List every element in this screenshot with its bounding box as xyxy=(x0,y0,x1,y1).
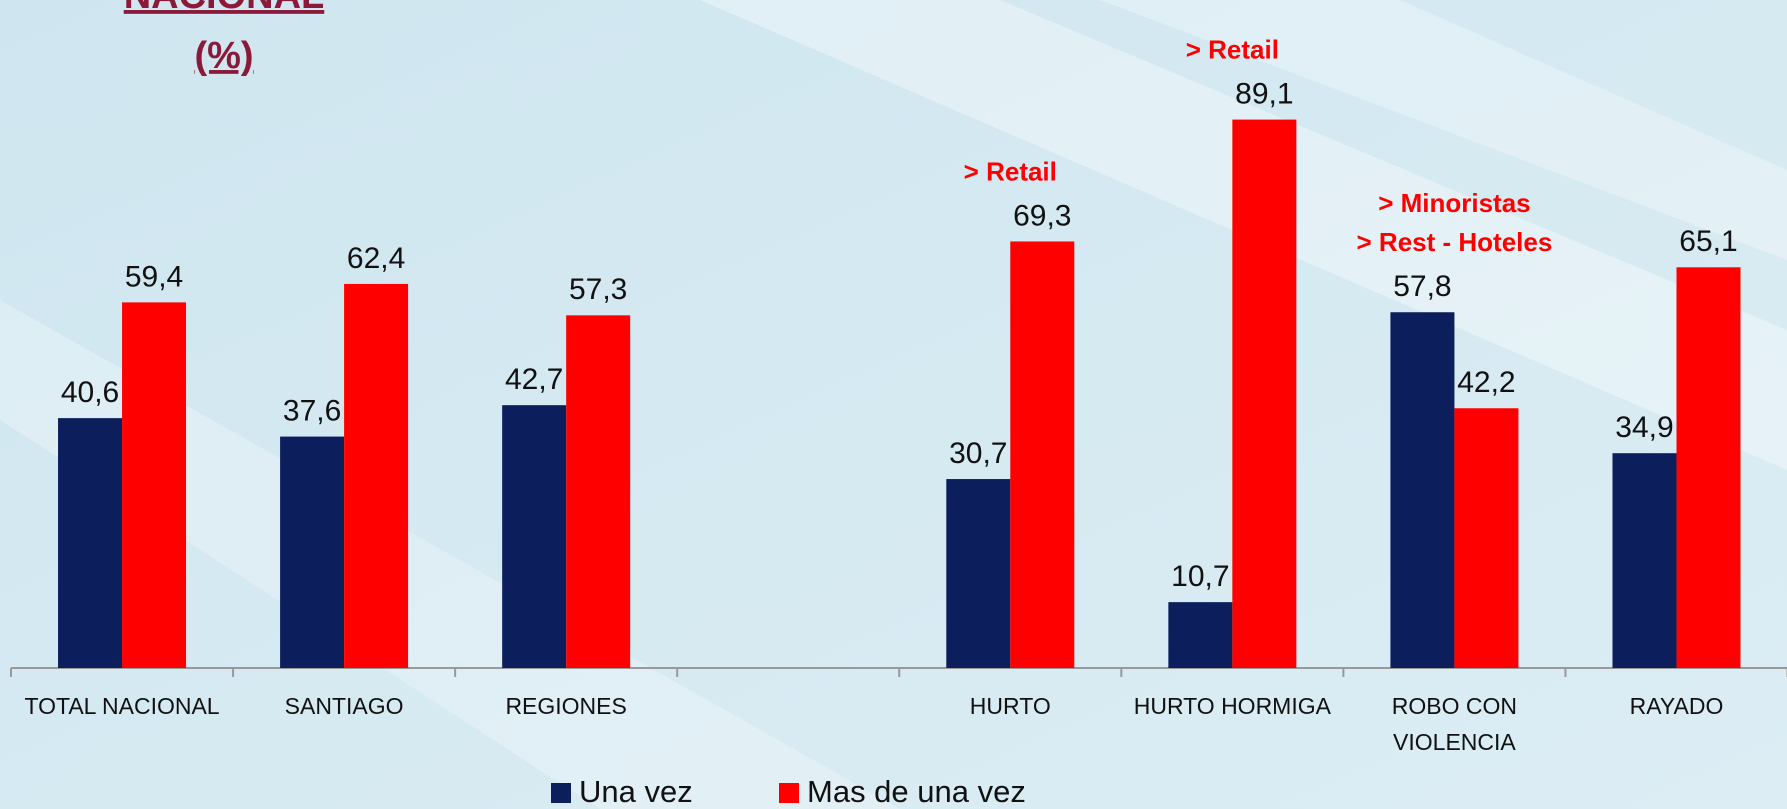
bar xyxy=(122,302,187,668)
legend-label: Una vez xyxy=(579,774,693,809)
legend-swatch xyxy=(779,783,799,803)
x-tick-label: RAYADO xyxy=(1629,693,1724,719)
bar xyxy=(1390,312,1455,668)
value-label: 62,4 xyxy=(347,242,405,275)
value-label: 69,3 xyxy=(1013,199,1071,232)
bar xyxy=(1612,453,1677,668)
value-label: 30,7 xyxy=(949,437,1007,470)
legend-label: Mas de una vez xyxy=(807,774,1026,809)
annotation: > Retail xyxy=(964,156,1057,186)
legend-swatch xyxy=(551,783,571,803)
x-tick-label: HURTO HORMIGA xyxy=(1133,693,1331,719)
value-label: 57,8 xyxy=(1393,270,1451,303)
annotation: > Retail xyxy=(1186,34,1279,64)
x-tick-label: HURTO xyxy=(969,693,1051,719)
bar xyxy=(946,479,1011,668)
bar xyxy=(1168,602,1233,668)
bar xyxy=(344,283,409,668)
chart-title: (%) xyxy=(194,35,253,77)
bar xyxy=(1454,408,1519,668)
x-tick-label: SANTIAGO xyxy=(284,693,404,719)
value-label: 57,3 xyxy=(569,273,627,306)
bar xyxy=(502,405,567,668)
value-label: 42,7 xyxy=(505,363,563,396)
value-label: 37,6 xyxy=(283,394,341,427)
annotation: > Minoristas xyxy=(1378,188,1530,218)
bar xyxy=(1010,241,1075,668)
bar xyxy=(1232,119,1297,669)
background-streak xyxy=(1100,0,1787,260)
chart-title: NACIONAL xyxy=(124,0,325,17)
x-tick-label: ROBO CON VIOLENCIA xyxy=(1391,693,1518,755)
background-streak xyxy=(0,300,900,809)
x-tick-label: TOTAL NACIONAL xyxy=(24,693,220,719)
bar xyxy=(280,436,345,668)
value-label: 59,4 xyxy=(125,260,183,293)
value-label: 89,1 xyxy=(1235,78,1293,111)
annotation: > Rest - Hoteles xyxy=(1357,227,1553,257)
x-tick-label: REGIONES xyxy=(505,693,627,719)
bar xyxy=(58,418,123,668)
bar xyxy=(566,315,631,668)
value-label: 34,9 xyxy=(1615,411,1673,444)
plot: NACIONAL (%) 40,6 59,4 37,6 62,4 42,7 57,3 30,7 6… xyxy=(10,0,1787,809)
value-label: 10,7 xyxy=(1171,560,1229,593)
value-label: 40,6 xyxy=(61,376,119,409)
bar xyxy=(1676,267,1741,668)
value-label: 42,2 xyxy=(1457,366,1515,399)
value-label: 65,1 xyxy=(1679,225,1737,258)
